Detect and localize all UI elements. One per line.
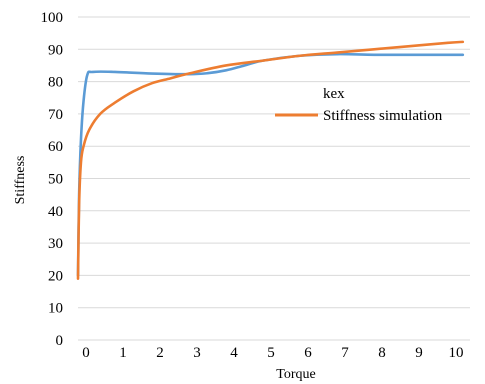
y-tick-label: 30 [48,236,63,252]
x-tick-label: 0 [82,345,90,361]
series-line-0 [76,52,465,277]
x-tick-label: 4 [230,345,238,361]
x-tick-label: 5 [267,345,275,361]
y-tick-labels: 0 10 20 30 40 50 60 70 80 90 100 [41,10,64,349]
y-tick-label: 10 [48,301,63,317]
legend-label-kex: kex [323,86,345,102]
y-tick-label: 40 [48,204,63,220]
series-lines [76,40,465,280]
series-line-1 [76,40,465,280]
x-tick-label: 10 [449,345,464,361]
x-tick-label: 7 [341,345,349,361]
y-tick-label: 100 [41,10,64,26]
y-tick-label: 80 [48,75,63,91]
legend-label-simulation: Stiffness simulation [323,108,443,124]
y-tick-label: 0 [56,333,64,349]
y-tick-label: 60 [48,139,63,155]
x-tick-label: 6 [304,345,312,361]
y-tick-label: 50 [48,172,63,188]
x-tick-label: 2 [156,345,164,361]
x-tick-label: 3 [193,345,201,361]
x-tick-label: 9 [415,345,423,361]
y-tick-label: 20 [48,268,63,284]
x-tick-labels: 01234567891011 [82,345,464,361]
y-tick-label: 90 [48,42,63,58]
x-tick-label: 8 [378,345,386,361]
y-tick-label: 70 [48,107,63,123]
x-axis-title: Torque [276,367,315,382]
gridlines [78,16,470,341]
y-axis-title: Stiffness [13,156,28,205]
legend: kex Stiffness simulation [275,86,443,124]
x-tick-label: 1 [119,345,127,361]
